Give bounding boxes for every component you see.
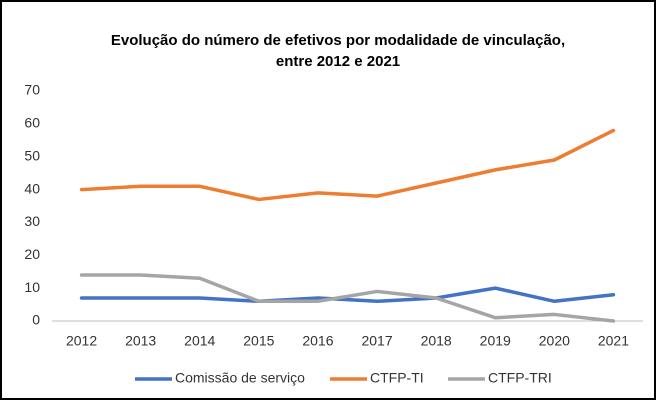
y-tick-label: 20 [24,246,40,262]
series-line [79,286,616,304]
series-line [79,128,616,202]
series-line [79,273,616,323]
legend-label: CTFP-TI [370,370,424,386]
y-tick-label: 50 [24,147,40,163]
legend-label: CTFP-TRI [488,370,552,386]
x-tick-label: 2020 [539,333,570,349]
x-tick-label: 2021 [598,333,629,349]
y-tick-label: 60 [24,115,40,131]
y-tick-label: 30 [24,213,40,229]
x-tick-label: 2012 [66,333,97,349]
x-tick-label: 2013 [125,333,156,349]
y-tick-label: 70 [24,82,40,98]
x-tick-label: 2014 [184,333,215,349]
x-tick-label: 2018 [421,333,452,349]
x-tick-label: 2017 [361,333,392,349]
y-tick-label: 10 [24,279,40,295]
y-tick-label: 40 [24,180,40,196]
x-tick-label: 2015 [243,333,274,349]
x-tick-label: 2016 [302,333,333,349]
x-tick-label: 2019 [480,333,511,349]
legend-label: Comissão de serviço [175,370,305,386]
chart-title: Evolução do número de efetivos por modal… [111,32,565,49]
y-tick-label: 0 [32,312,40,328]
chart-title: entre 2012 e 2021 [276,53,400,70]
